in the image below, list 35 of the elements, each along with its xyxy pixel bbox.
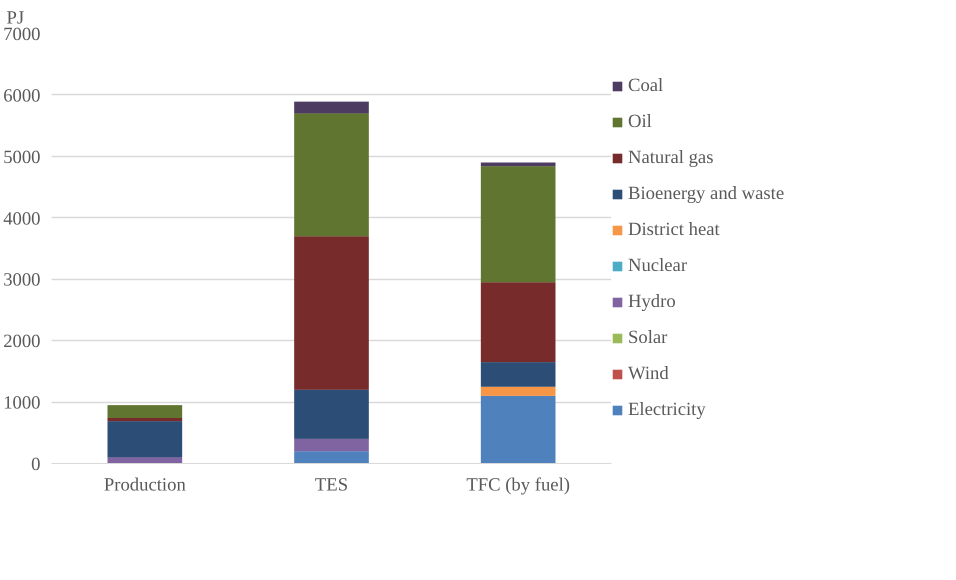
bar [108,418,182,422]
bar [294,236,369,390]
y-tick-label: 0 [31,454,40,475]
legend-label: Coal [628,75,664,97]
y-tick-label: 4000 [3,208,40,230]
y-tick-label: 5000 [3,146,40,168]
y-tick-label: 6000 [3,85,40,106]
legend-label: District heat [628,219,720,241]
legend-label: Solar [628,327,668,349]
bar [294,102,369,114]
bar [480,162,556,166]
bar [108,405,182,418]
bar [108,421,182,458]
legend-label: Natural gas [628,147,714,169]
bar [480,362,556,387]
bar [294,390,369,439]
legend-label: Nuclear [628,255,688,277]
legend-label: Wind [628,363,669,385]
legend-label: Hydro [628,291,676,313]
bar [294,451,369,464]
x-tick-label: Production [104,474,186,496]
bar [294,438,369,452]
y-tick-label: 3000 [3,270,40,291]
legend-label: Electricity [628,399,706,421]
y-tick-label: 2000 [3,331,40,352]
bar [480,386,556,396]
bar [480,166,556,282]
y-tick-label: 1000 [3,392,40,414]
x-tick-label: TES [314,474,348,496]
legend-label: Oil [628,111,652,133]
bar [294,113,369,236]
x-tick-label: TFC (by fuel) [466,474,570,496]
legend-label: Bioenergy and waste [628,183,784,205]
bar [480,396,556,464]
bar [480,282,556,362]
